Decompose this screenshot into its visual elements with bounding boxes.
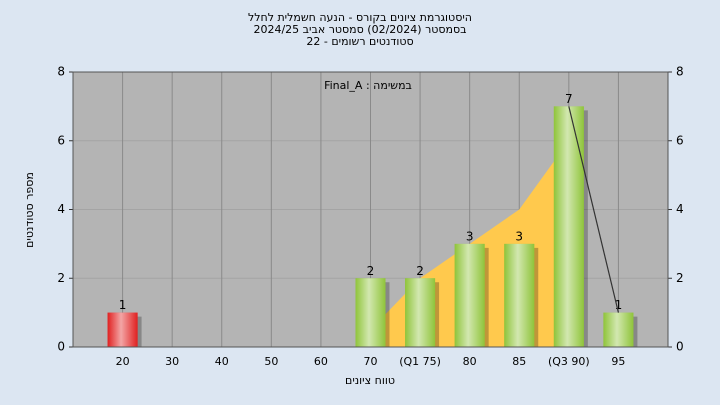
bar	[355, 278, 386, 347]
value-label: 3	[466, 229, 474, 243]
x-tick-label: 85	[512, 355, 526, 368]
value-label: 2	[416, 264, 424, 278]
y-tick-label: 0	[57, 340, 65, 354]
x-tick-label: (Q1 75)	[399, 355, 441, 368]
x-tick-label: 95	[611, 355, 625, 368]
x-axis-label: טווח ציונים	[345, 374, 395, 387]
y-axis-label: מספר סטודנטים	[23, 172, 36, 248]
y-tick-label: 4	[57, 202, 65, 216]
bar	[454, 243, 485, 347]
bar	[504, 243, 535, 347]
title-line: בסמסטר (02/2024) סמסטר אביב 2024/25	[253, 23, 466, 36]
legend-text: Final_A : במשימה	[324, 79, 412, 92]
y2-tick-label: 4	[676, 202, 684, 216]
y-tick-label: 8	[57, 65, 65, 79]
value-label: 7	[565, 92, 573, 106]
x-tick-label: 20	[116, 355, 130, 368]
y2-tick-label: 8	[676, 65, 684, 79]
bar	[553, 106, 584, 347]
value-label: 1	[119, 298, 127, 312]
y2-tick-label: 0	[676, 340, 684, 354]
title-line: סטודנטים רשומים - 22	[306, 35, 413, 48]
x-tick-label: 40	[215, 355, 229, 368]
value-label: 3	[515, 229, 523, 243]
x-tick-label: 70	[364, 355, 378, 368]
line	[568, 106, 620, 313]
x-tick-label: 30	[165, 355, 179, 368]
plot-border	[72, 71, 669, 348]
title-line: היסטוגרמת ציונים בקורס - הנעה חשמלית לחל…	[248, 11, 472, 24]
value-label: 1	[615, 298, 623, 312]
y2-tick-label: 6	[676, 133, 684, 147]
x-tick-label: 60	[314, 355, 328, 368]
bar	[107, 312, 138, 347]
x-tick-label: 80	[463, 355, 477, 368]
value-label: 2	[367, 264, 375, 278]
x-tick-label: (Q3 90)	[548, 355, 590, 368]
bar	[603, 312, 634, 347]
y-tick-label: 6	[57, 133, 65, 147]
y-tick-label: 2	[57, 271, 65, 285]
y2-tick-label: 2	[676, 271, 684, 285]
x-tick-label: 50	[264, 355, 278, 368]
bar	[405, 278, 436, 347]
